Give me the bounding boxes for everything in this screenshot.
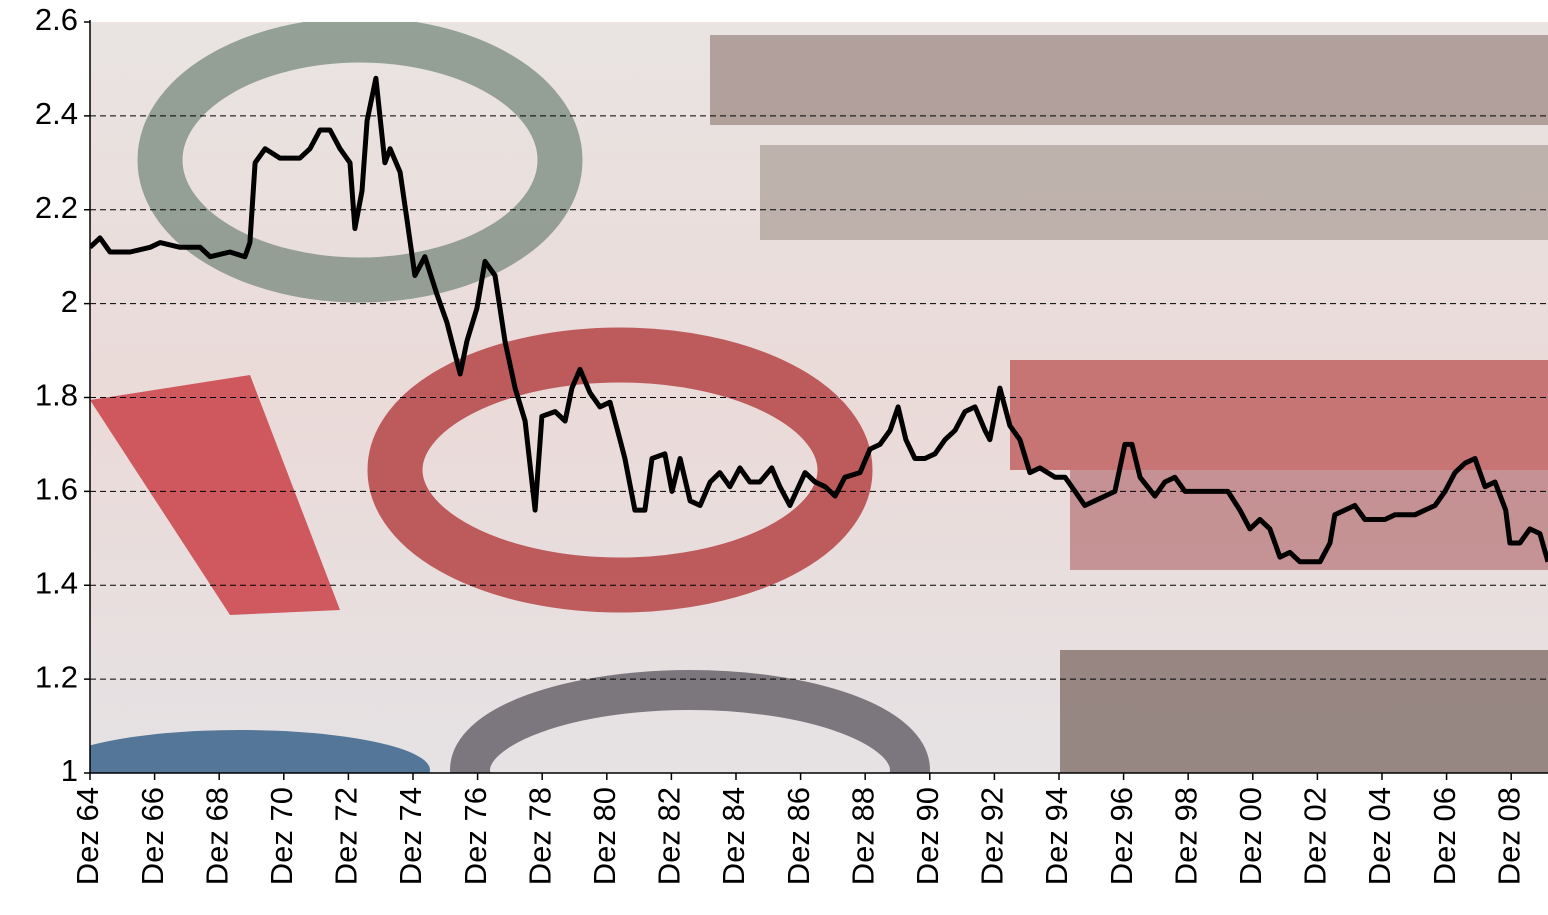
x-tick-label: Dez 86 [781,787,816,885]
x-tick-label: Dez 74 [393,787,428,885]
x-tick-label: Dez 98 [1168,787,1203,885]
y-tick-label: 2.4 [35,96,78,131]
x-tick-label: Dez 72 [329,787,364,885]
x-tick-label: Dez 76 [458,787,493,885]
x-tick-label: Dez 06 [1427,787,1462,885]
x-tick-label: Dez 94 [1039,787,1074,885]
background-photo [90,22,1548,773]
y-tick-label: 2.2 [35,190,78,225]
x-tick-label: Dez 64 [70,787,105,885]
x-tick-label: Dez 88 [845,787,880,885]
y-tick-label: 1 [61,753,78,788]
x-tick-label: Dez 00 [1233,787,1268,885]
x-tick-label: Dez 82 [652,787,687,885]
x-tick-label: Dez 78 [522,787,557,885]
x-tick-label: Dez 80 [587,787,622,885]
x-tick-label: Dez 02 [1298,787,1333,885]
y-tick-label: 2 [61,284,78,319]
x-tick-label: Dez 66 [135,787,170,885]
x-tick-label: Dez 96 [1104,787,1139,885]
x-tick-label: Dez 92 [975,787,1010,885]
x-tick-label: Dez 68 [199,787,234,885]
x-tick-label: Dez 90 [910,787,945,885]
data-line [90,75,1548,565]
x-tick-label: Dez 84 [716,787,751,885]
x-tick-label: Dez 70 [264,787,299,885]
y-tick-label: 1.6 [35,472,78,507]
y-tick-label: 1.4 [35,565,78,600]
y-tick-label: 1.8 [35,378,78,413]
y-tick-label: 1.2 [35,659,78,694]
x-tick-label: Dez 08 [1491,787,1526,885]
x-tick-label: Dez 04 [1362,787,1397,885]
y-tick-label: 2.6 [35,2,78,37]
